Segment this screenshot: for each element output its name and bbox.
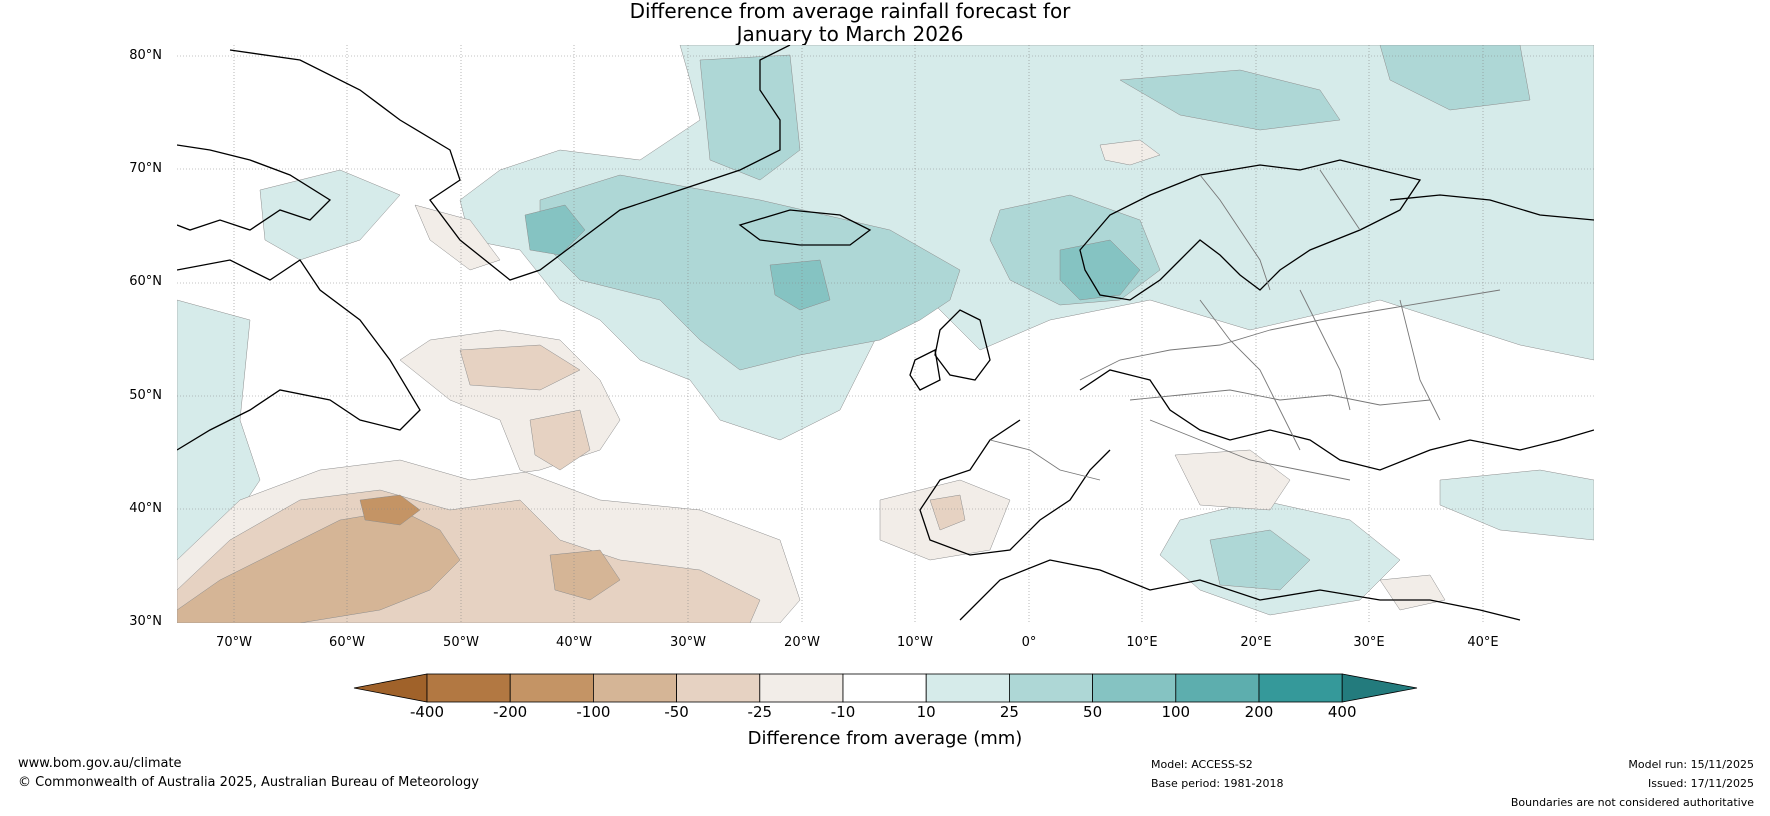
lat-label: 70°N <box>129 161 162 176</box>
colorbar-tick-label: -400 <box>409 703 445 721</box>
colorbar-label: Difference from average (mm) <box>747 728 1023 749</box>
colorbar-cell <box>676 673 761 703</box>
lon-label: 70°W <box>216 635 252 650</box>
colorbar-cell <box>509 673 594 703</box>
colorbar-tick-label: -50 <box>664 703 689 721</box>
map-title-line-1: Difference from average rainfall forecas… <box>629 0 1071 23</box>
lon-label: 40°W <box>556 635 592 650</box>
colorbar-cell <box>593 673 678 703</box>
colorbar-tick-label: -10 <box>830 703 856 721</box>
lon-label: 0° <box>1021 635 1037 650</box>
colorbar-cell <box>1258 673 1343 703</box>
footer-disclaimer: Boundaries are not considered authoritat… <box>1510 796 1754 809</box>
footer-issued: Issued: 17/11/2025 <box>1647 777 1754 790</box>
colorbar-tick-label: -100 <box>576 703 611 721</box>
colorbar-low-extension <box>353 673 428 703</box>
colorbar-cell <box>1092 673 1177 703</box>
lon-label: 30°E <box>1353 635 1385 650</box>
lon-label: 60°W <box>329 635 365 650</box>
footer-model: Model: ACCESS-S2 <box>1151 758 1253 771</box>
colorbar-tick-label: 50 <box>1083 703 1103 721</box>
colorbar-tick-label: -25 <box>747 703 773 721</box>
dry-anomaly-areas <box>177 139 1446 623</box>
colorbar-high-extension <box>1341 673 1418 703</box>
colorbar-tick-label: -200 <box>493 703 528 721</box>
colorbar-tick-label: 200 <box>1244 703 1274 721</box>
lon-label: 20°E <box>1240 635 1272 650</box>
colorbar-tick-label: 100 <box>1161 703 1191 721</box>
colorbar-cell <box>1175 673 1260 703</box>
footer-model-run: Model run: 15/11/2025 <box>1628 758 1754 771</box>
lon-label: 10°E <box>1126 635 1158 650</box>
colorbar-tick-label: 400 <box>1327 703 1357 721</box>
colorbar-cell <box>1009 673 1094 703</box>
footer-website[interactable]: www.bom.gov.au/climate <box>18 756 182 771</box>
lat-label: 60°N <box>129 274 162 289</box>
lat-label: 80°N <box>129 48 162 63</box>
lat-label: 40°N <box>129 501 162 516</box>
lon-label: 40°E <box>1467 635 1499 650</box>
coastlines <box>177 45 1594 621</box>
lon-label: 30°W <box>670 635 706 650</box>
colorbar-cell <box>925 673 1010 703</box>
footer-base-period: Base period: 1981-2018 <box>1151 777 1284 790</box>
map-gridlines <box>177 45 1594 623</box>
country-borders <box>989 169 1501 481</box>
colorbar-cell <box>842 673 927 703</box>
lat-label: 30°N <box>129 614 162 629</box>
lat-label: 50°N <box>129 388 162 403</box>
map-title-line-2: January to March 2026 <box>736 22 964 46</box>
lon-label: 50°W <box>443 635 479 650</box>
lon-label: 20°W <box>784 635 820 650</box>
colorbar-cell <box>759 673 844 703</box>
colorbar-cell <box>426 673 511 703</box>
lon-label: 10°W <box>897 635 933 650</box>
footer-copyright: © Commonwealth of Australia 2025, Austra… <box>18 775 479 790</box>
colorbar-tick-label: 10 <box>916 703 936 721</box>
colorbar-tick-label: 25 <box>999 703 1019 721</box>
